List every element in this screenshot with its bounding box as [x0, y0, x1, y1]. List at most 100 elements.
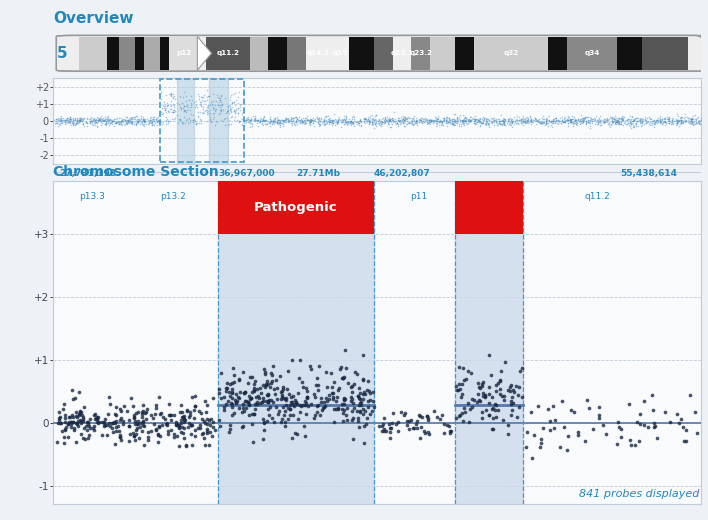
Bar	[79, 36, 107, 70]
Point	[74, 409, 86, 418]
Point	[616, 114, 627, 123]
Point	[612, 117, 623, 125]
Point	[290, 429, 301, 437]
Point	[198, 105, 209, 113]
Point	[360, 115, 372, 123]
Point	[373, 421, 384, 430]
Point	[213, 389, 224, 397]
Point	[161, 421, 173, 429]
Point	[510, 117, 521, 125]
Point	[458, 115, 469, 124]
Point	[75, 116, 86, 125]
Point	[547, 123, 558, 131]
Point	[348, 114, 359, 123]
Point	[240, 118, 251, 126]
Point	[353, 119, 364, 127]
Point	[336, 115, 347, 124]
Point	[150, 426, 161, 434]
Point	[79, 435, 91, 444]
Point	[112, 114, 123, 122]
Point	[226, 394, 237, 402]
Point	[316, 113, 327, 122]
Point	[372, 119, 384, 127]
Point	[113, 120, 125, 128]
Point	[121, 119, 132, 127]
Point	[254, 117, 266, 125]
Point	[248, 116, 259, 125]
Point	[147, 120, 159, 128]
Point	[291, 120, 302, 128]
Point	[351, 119, 362, 127]
Point	[201, 106, 212, 114]
Bar	[641, 36, 688, 70]
Point	[490, 115, 501, 124]
Point	[81, 114, 92, 122]
Point	[389, 115, 400, 123]
Point	[481, 115, 492, 123]
Point	[119, 121, 130, 129]
Point	[423, 118, 435, 126]
Point	[292, 414, 304, 423]
Point	[216, 99, 227, 108]
Point	[287, 400, 299, 408]
Point	[71, 412, 82, 420]
Point	[59, 426, 70, 434]
Point	[244, 119, 256, 127]
Point	[218, 393, 229, 401]
Point	[535, 119, 547, 127]
Point	[154, 115, 166, 124]
Point	[315, 116, 326, 125]
Point	[324, 120, 335, 128]
Point	[135, 120, 146, 128]
Point	[205, 98, 217, 106]
Point	[362, 397, 373, 405]
Point	[433, 118, 445, 126]
Point	[325, 118, 336, 126]
Point	[413, 119, 425, 127]
Point	[172, 119, 183, 127]
Point	[83, 115, 94, 123]
Point	[363, 386, 375, 395]
Point	[93, 115, 105, 123]
Point	[583, 118, 594, 126]
Point	[287, 115, 299, 124]
Point	[440, 116, 452, 124]
Point	[369, 120, 380, 128]
Point	[498, 118, 510, 126]
Point	[94, 117, 105, 125]
Point	[150, 115, 161, 124]
Point	[156, 88, 167, 97]
Bar	[455, 36, 474, 70]
Point	[226, 106, 237, 114]
Point	[71, 419, 82, 427]
Point	[59, 418, 70, 426]
Point	[404, 118, 415, 126]
Point	[543, 117, 554, 125]
Point	[238, 389, 249, 397]
Point	[354, 395, 365, 404]
Point	[99, 115, 110, 123]
Point	[680, 118, 691, 126]
Point	[624, 119, 636, 127]
Point	[346, 119, 358, 127]
Point	[452, 117, 464, 125]
Point	[302, 115, 313, 124]
Point	[107, 116, 118, 124]
Point	[490, 118, 501, 126]
Point	[128, 411, 139, 419]
Point	[486, 115, 498, 124]
Point	[300, 410, 312, 418]
Point	[603, 120, 614, 128]
Point	[503, 420, 514, 428]
Point	[277, 393, 288, 401]
Point	[492, 114, 503, 123]
Point	[424, 115, 435, 124]
Point	[272, 118, 283, 126]
Point	[244, 410, 255, 419]
Point	[280, 118, 292, 126]
Point	[150, 114, 161, 123]
Point	[659, 118, 670, 126]
Point	[617, 113, 628, 121]
Point	[489, 115, 501, 124]
Point	[634, 116, 646, 124]
